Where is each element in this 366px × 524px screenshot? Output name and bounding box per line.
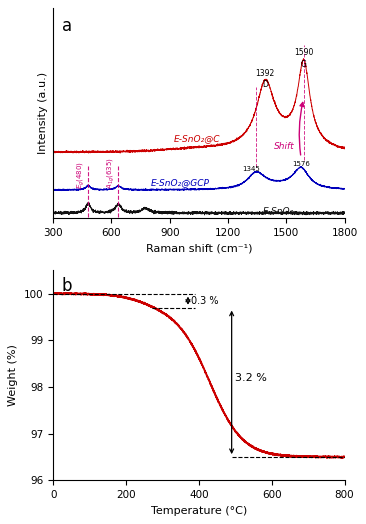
Text: D: D — [262, 80, 268, 89]
Text: 3.2 %: 3.2 % — [235, 373, 267, 383]
X-axis label: Raman shift (cm⁻¹): Raman shift (cm⁻¹) — [146, 244, 252, 254]
Text: 1392: 1392 — [256, 69, 275, 78]
Text: $A_{1g}$(635): $A_{1g}$(635) — [105, 157, 117, 189]
Text: 1345: 1345 — [242, 166, 260, 172]
Text: Shift: Shift — [274, 142, 295, 151]
Text: $E_g$(480): $E_g$(480) — [75, 161, 87, 189]
Y-axis label: Intensity (a.u.): Intensity (a.u.) — [38, 72, 48, 155]
Y-axis label: Weight (%): Weight (%) — [8, 344, 18, 406]
Text: 0.3 %: 0.3 % — [191, 296, 219, 305]
Text: G: G — [301, 60, 307, 69]
Text: b: b — [62, 277, 72, 294]
Text: a: a — [62, 17, 72, 35]
Text: E-SnO₂@GCP: E-SnO₂@GCP — [150, 178, 209, 187]
Text: 1590: 1590 — [294, 48, 313, 57]
Text: 1576: 1576 — [292, 161, 310, 168]
Text: E-SnO₂@C: E-SnO₂@C — [173, 134, 220, 143]
Text: E-SnO₂: E-SnO₂ — [263, 207, 294, 216]
X-axis label: Temperature (°C): Temperature (°C) — [151, 506, 247, 516]
